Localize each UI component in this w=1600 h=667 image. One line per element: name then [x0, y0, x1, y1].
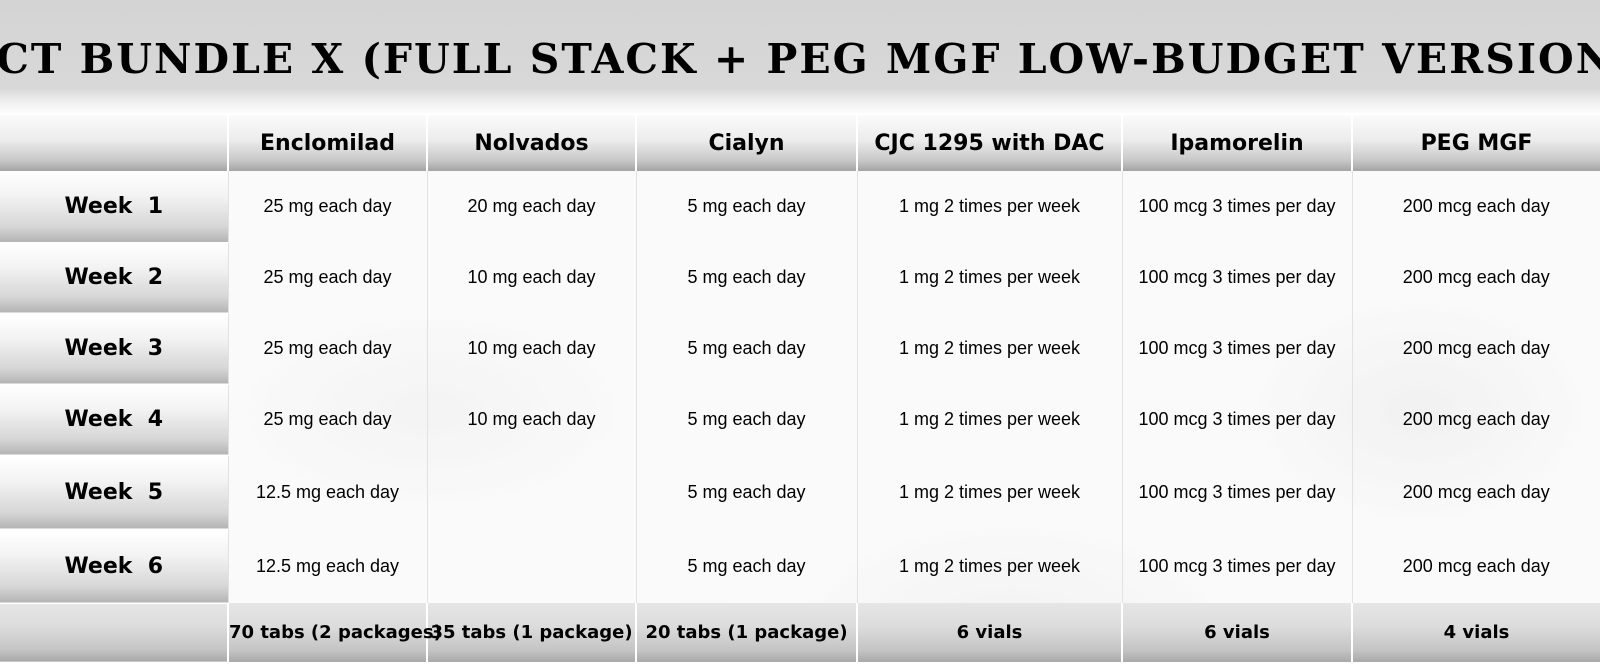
- table-row: Week 2 25 mg each day 10 mg each day 5 m…: [0, 242, 1600, 314]
- week-label: Week 3: [0, 313, 228, 385]
- column-header: CJC 1295 with DAC: [857, 115, 1123, 171]
- table-cell: 25 mg each day: [227, 242, 427, 313]
- table-row: Week 1 25 mg each day 20 mg each day 5 m…: [0, 171, 1600, 243]
- table-cell: 100 mcg 3 times per day: [1121, 171, 1352, 242]
- table-cell: 200 mcg each day: [1351, 171, 1600, 242]
- table-row: Week 3 25 mg each day 10 mg each day 5 m…: [0, 313, 1600, 385]
- table-cell: 25 mg each day: [227, 384, 427, 455]
- header-row: Enclomilad Nolvados Cialyn CJC 1295 with…: [0, 115, 1600, 171]
- total-cell: 4 vials: [1352, 603, 1600, 662]
- table-cell: 12.5 mg each day: [227, 529, 427, 603]
- column-header: Nolvados: [427, 115, 637, 171]
- table-cell: 5 mg each day: [635, 384, 857, 455]
- week-label: Week 1: [0, 171, 228, 243]
- table-body: Week 1 25 mg each day 20 mg each day 5 m…: [0, 171, 1600, 604]
- table-cell: 100 mcg 3 times per day: [1121, 455, 1352, 529]
- total-cell: 70 tabs (2 packages): [228, 603, 442, 662]
- table-cell: 5 mg each day: [635, 242, 857, 313]
- header-corner: [0, 115, 229, 171]
- table-cell: 25 mg each day: [227, 313, 427, 384]
- dosage-table: Enclomilad Nolvados Cialyn CJC 1295 with…: [0, 115, 1600, 662]
- table-cell: 1 mg 2 times per week: [856, 455, 1122, 529]
- table-cell: 5 mg each day: [635, 171, 857, 242]
- table-cell: 200 mcg each day: [1351, 242, 1600, 313]
- table-cell: 200 mcg each day: [1351, 313, 1600, 384]
- column-header: PEG MGF: [1352, 115, 1600, 171]
- table-row: Week 4 25 mg each day 10 mg each day 5 m…: [0, 384, 1600, 456]
- column-header: Cialyn: [636, 115, 858, 171]
- table-cell: 100 mcg 3 times per day: [1121, 384, 1352, 455]
- column-header: Ipamorelin: [1122, 115, 1353, 171]
- totals-row: 70 tabs (2 packages) 35 tabs (1 package)…: [0, 603, 1600, 662]
- week-label: Week 2: [0, 242, 228, 314]
- table-cell: 10 mg each day: [426, 242, 636, 313]
- column-header: Enclomilad: [228, 115, 428, 171]
- table-cell: 12.5 mg each day: [227, 455, 427, 529]
- table-cell: 200 mcg each day: [1351, 529, 1600, 603]
- table-cell: 1 mg 2 times per week: [856, 313, 1122, 384]
- table-cell: 1 mg 2 times per week: [856, 171, 1122, 242]
- table-cell: 100 mcg 3 times per day: [1121, 529, 1352, 603]
- week-label: Week 4: [0, 384, 228, 456]
- table-cell: 5 mg each day: [635, 313, 857, 384]
- table-cell: 100 mcg 3 times per day: [1121, 313, 1352, 384]
- table-cell: 1 mg 2 times per week: [856, 529, 1122, 603]
- table-cell: 5 mg each day: [635, 529, 857, 603]
- table-cell: 1 mg 2 times per week: [856, 384, 1122, 455]
- table-cell: [426, 529, 636, 603]
- table-cell: 200 mcg each day: [1351, 384, 1600, 455]
- table-cell: 200 mcg each day: [1351, 455, 1600, 529]
- page-title: PCT BUNDLE X (FULL STACK + PEG MGF LOW-B…: [0, 34, 1600, 83]
- table-cell: 5 mg each day: [635, 455, 857, 529]
- table-cell: 100 mcg 3 times per day: [1121, 242, 1352, 313]
- total-cell: 20 tabs (1 package): [636, 603, 858, 662]
- total-cell: 6 vials: [857, 603, 1123, 662]
- table-cell: 1 mg 2 times per week: [856, 242, 1122, 313]
- table-row: Week 6 12.5 mg each day 5 mg each day 1 …: [0, 529, 1600, 604]
- table-cell: 10 mg each day: [426, 384, 636, 455]
- table-row: Week 5 12.5 mg each day 5 mg each day 1 …: [0, 455, 1600, 530]
- title-bar: PCT BUNDLE X (FULL STACK + PEG MGF LOW-B…: [0, 0, 1600, 113]
- week-label: Week 6: [0, 529, 228, 604]
- total-cell: 6 vials: [1122, 603, 1353, 662]
- totals-corner: [0, 603, 229, 662]
- table-cell: 20 mg each day: [426, 171, 636, 242]
- table-cell: 10 mg each day: [426, 313, 636, 384]
- table-cell: [426, 455, 636, 529]
- week-label: Week 5: [0, 455, 228, 530]
- total-cell: 35 tabs (1 package): [427, 603, 637, 662]
- table-cell: 25 mg each day: [227, 171, 427, 242]
